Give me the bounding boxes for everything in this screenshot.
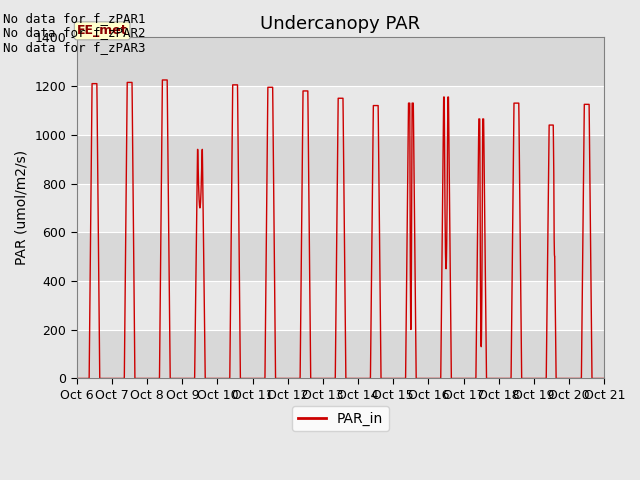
Text: No data for f_zPAR2: No data for f_zPAR2 xyxy=(3,26,146,39)
Bar xyxy=(77,330,604,378)
Text: No data for f_zPAR1: No data for f_zPAR1 xyxy=(3,12,146,25)
Text: No data for f_zPAR3: No data for f_zPAR3 xyxy=(3,41,146,54)
Legend: PAR_in: PAR_in xyxy=(292,406,388,431)
Text: EE_met: EE_met xyxy=(77,24,127,37)
Bar xyxy=(77,232,604,281)
Bar xyxy=(77,281,604,330)
Bar xyxy=(77,37,604,86)
Bar xyxy=(77,183,604,232)
Bar xyxy=(77,135,604,183)
Title: Undercanopy PAR: Undercanopy PAR xyxy=(260,15,420,33)
Bar xyxy=(77,86,604,135)
Y-axis label: PAR (umol/m2/s): PAR (umol/m2/s) xyxy=(15,150,29,265)
